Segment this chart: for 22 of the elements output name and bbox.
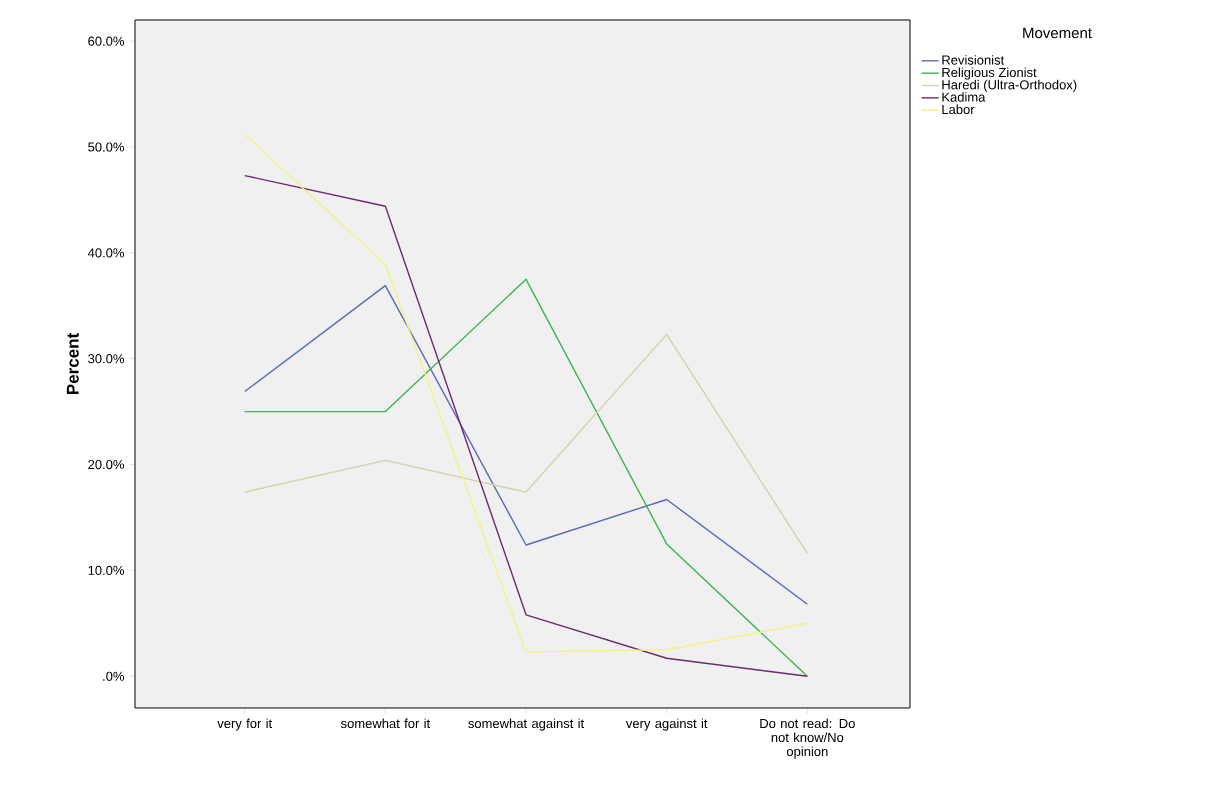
y-tick-label: 40.0% (87, 248, 125, 258)
legend-label: Labor (942, 104, 975, 115)
y-tick-label: 10.0% (88, 565, 125, 575)
x-tick-label: somewhat for it (340, 718, 431, 729)
y-tick-label: 60.0% (88, 36, 125, 46)
y-tick-label: 20.0% (88, 459, 125, 470)
x-tick-label: Do not read: Do not know/No opinion (760, 718, 855, 759)
y-tick-label: .0% (103, 671, 125, 681)
y-tick-label: 30.0% (88, 354, 125, 364)
legend-title: Movement (1023, 27, 1092, 39)
line-series (244, 284, 809, 605)
line-series (244, 333, 809, 555)
x-tick-label: very for it (217, 718, 273, 731)
line-series (244, 278, 809, 677)
x-tick-label: somewhat against it (468, 718, 585, 731)
y-tick-label: 50.0% (88, 142, 125, 152)
y-axis-title: Percent (66, 333, 79, 395)
legend-label: Religious Zionist (942, 67, 1037, 80)
legend-label: Kadima (942, 92, 986, 102)
x-tick-label: very against it (625, 718, 708, 731)
legend-label: Revisionist (942, 55, 1005, 65)
legend-label: Haredi (Ultra-Orthodox) (942, 79, 1077, 92)
